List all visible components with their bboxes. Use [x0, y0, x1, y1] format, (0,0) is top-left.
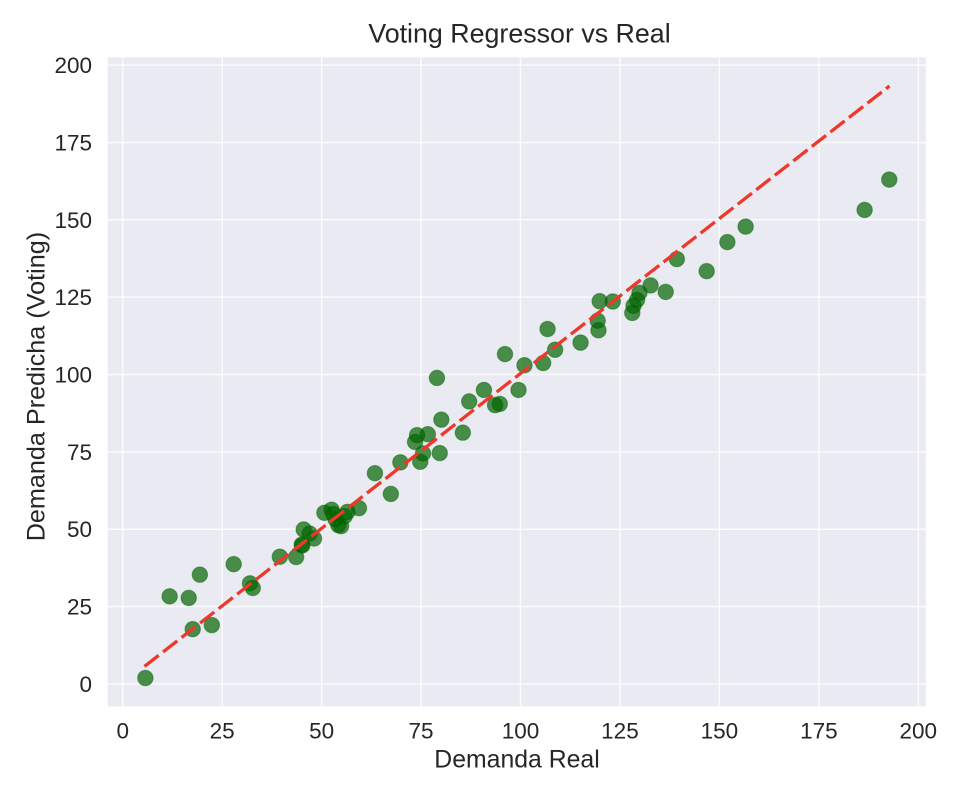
svg-text:50: 50	[67, 517, 92, 542]
svg-text:200: 200	[900, 718, 938, 743]
svg-text:Demanda Predicha (Voting): Demanda Predicha (Voting)	[23, 232, 51, 541]
svg-text:0: 0	[116, 718, 129, 743]
svg-text:150: 150	[54, 208, 92, 233]
svg-text:50: 50	[309, 718, 334, 743]
svg-text:150: 150	[701, 718, 739, 743]
svg-text:125: 125	[601, 718, 639, 743]
svg-text:0: 0	[79, 672, 92, 697]
svg-text:25: 25	[210, 718, 235, 743]
svg-text:100: 100	[54, 363, 92, 388]
svg-text:75: 75	[409, 718, 434, 743]
svg-text:125: 125	[54, 285, 92, 310]
svg-text:200: 200	[54, 53, 92, 78]
svg-text:75: 75	[67, 440, 92, 465]
svg-text:25: 25	[67, 595, 92, 620]
svg-text:Voting Regressor vs Real: Voting Regressor vs Real	[368, 18, 670, 48]
svg-text:175: 175	[54, 130, 92, 155]
svg-text:100: 100	[502, 718, 540, 743]
svg-text:175: 175	[800, 718, 838, 743]
svg-text:Demanda Real: Demanda Real	[434, 747, 599, 774]
